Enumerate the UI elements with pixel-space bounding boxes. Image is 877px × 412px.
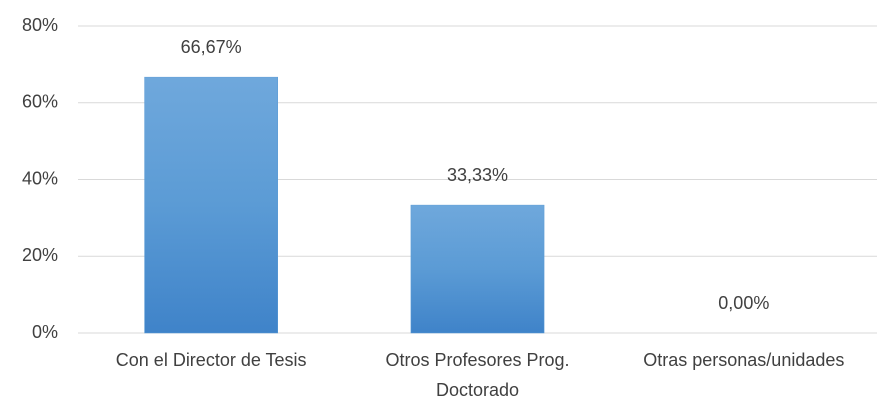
y-tick-label: 40% (22, 168, 58, 188)
x-tick-label: Con el Director de Tesis (115, 350, 307, 370)
y-tick-label: 0% (32, 322, 58, 342)
y-tick-label: 80% (22, 15, 58, 35)
value-label: 66,67% (181, 37, 242, 57)
x-tick-label: Otros Profesores Prog. Doctorado (385, 350, 570, 400)
x-tick-label: Otras personas/unidades (643, 350, 845, 370)
value-label: 0,00% (718, 293, 769, 313)
bar (410, 204, 545, 334)
bar (144, 76, 278, 334)
y-tick-label: 60% (22, 92, 58, 112)
value-label: 33,33% (447, 165, 508, 185)
y-tick-label: 20% (22, 245, 58, 265)
